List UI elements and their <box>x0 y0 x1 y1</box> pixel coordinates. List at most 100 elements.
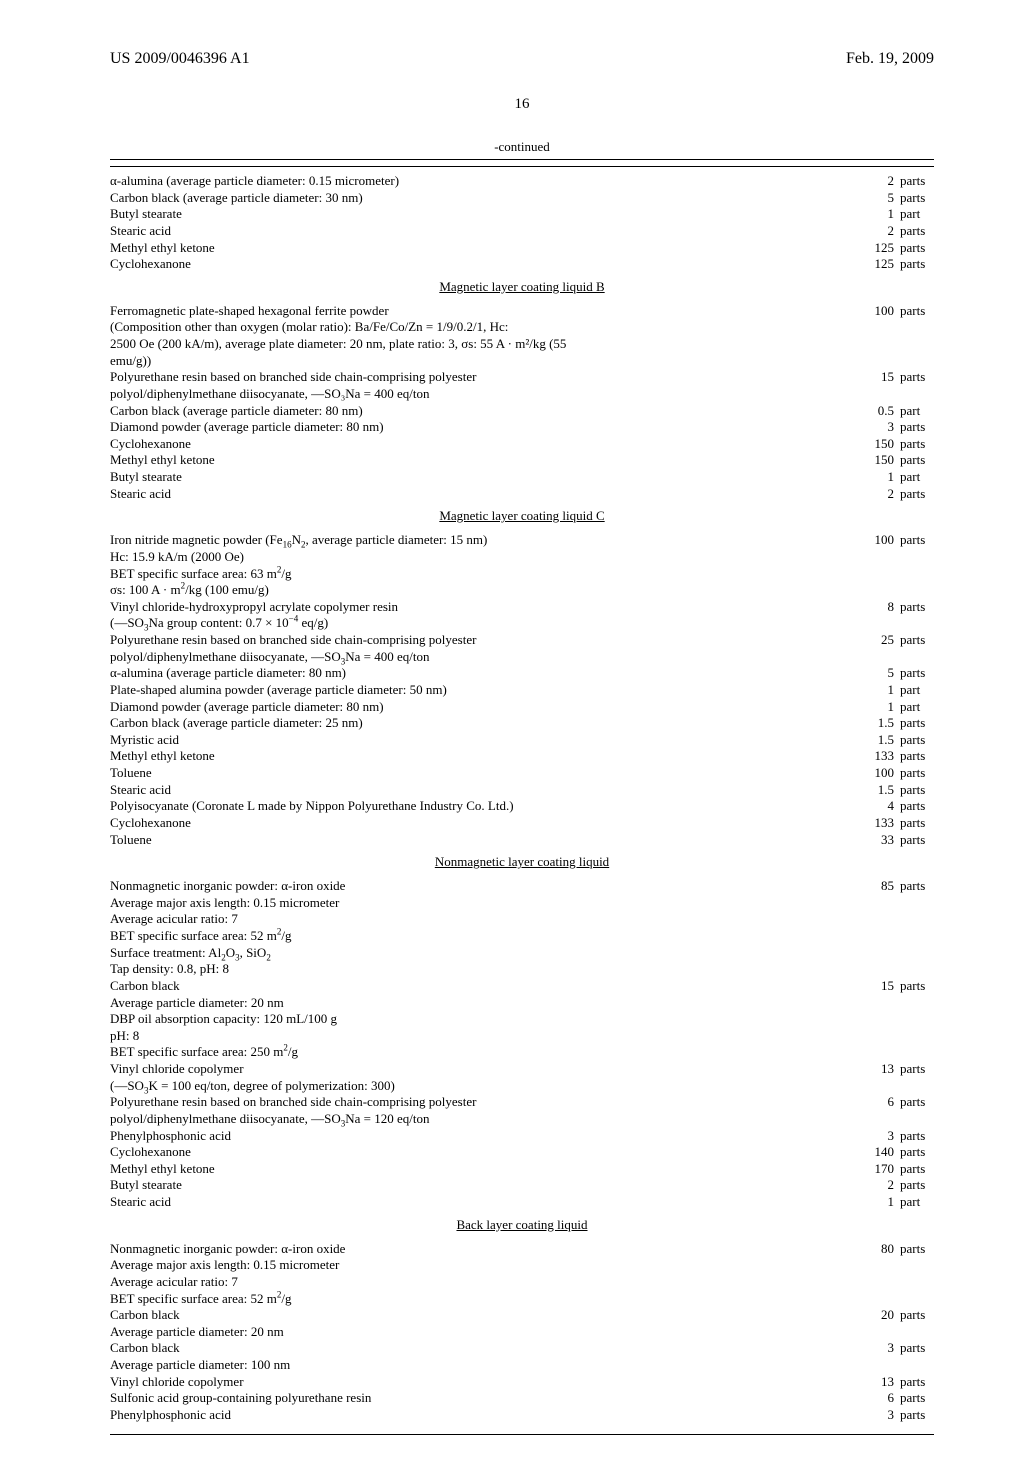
row-amount: 100parts <box>844 303 934 320</box>
row-unit: parts <box>894 240 934 257</box>
page-container: US 2009/0046396 A1 Feb. 19, 2009 16 -con… <box>0 0 1024 1475</box>
row-description: Average acicular ratio: 7 <box>110 911 934 928</box>
row-unit: parts <box>894 1390 934 1407</box>
table-row: emu/g)) <box>110 353 934 370</box>
table-row: Average acicular ratio: 7 <box>110 911 934 928</box>
row-number: 100 <box>852 532 894 549</box>
row-description: Cyclohexanone <box>110 815 844 832</box>
row-unit: parts <box>894 1340 934 1357</box>
table-row: Ferromagnetic plate-shaped hexagonal fer… <box>110 303 934 320</box>
row-description: Vinyl chloride-hydroxypropyl acrylate co… <box>110 599 844 616</box>
page-header: US 2009/0046396 A1 Feb. 19, 2009 <box>110 50 934 68</box>
table-body: α-alumina (average particle diameter: 0.… <box>110 166 934 1424</box>
continued-label: -continued <box>110 139 934 155</box>
table-row: Average particle diameter: 20 nm <box>110 995 934 1012</box>
table-row: Phenylphosphonic acid3parts <box>110 1128 934 1145</box>
row-description: Diamond powder (average particle diamete… <box>110 699 844 716</box>
section-heading: Magnetic layer coating liquid B <box>110 279 934 295</box>
row-description: σs: 100 A · m2/kg (100 emu/g) <box>110 582 934 599</box>
row-unit: parts <box>894 765 934 782</box>
row-description: DBP oil absorption capacity: 120 mL/100 … <box>110 1011 934 1028</box>
table-row: Average major axis length: 0.15 micromet… <box>110 1257 934 1274</box>
table-row: Carbon black (average particle diameter:… <box>110 190 934 207</box>
row-description: Cyclohexanone <box>110 1144 844 1161</box>
row-number: 8 <box>852 599 894 616</box>
row-description: Average major axis length: 0.15 micromet… <box>110 1257 934 1274</box>
row-unit: parts <box>894 1407 934 1424</box>
row-unit: parts <box>894 1307 934 1324</box>
row-unit: parts <box>894 1094 934 1111</box>
row-amount: 100parts <box>844 532 934 549</box>
table-row: Stearic acid2parts <box>110 223 934 240</box>
row-number: 85 <box>852 878 894 895</box>
row-unit: parts <box>894 815 934 832</box>
row-number: 125 <box>852 256 894 273</box>
row-number: 170 <box>852 1161 894 1178</box>
row-description: 2500 Oe (200 kA/m), average plate diamet… <box>110 336 934 353</box>
row-number: 20 <box>852 1307 894 1324</box>
table-row: Methyl ethyl ketone133parts <box>110 748 934 765</box>
table-row: Toluene100parts <box>110 765 934 782</box>
row-description: Butyl stearate <box>110 1177 844 1194</box>
table-row: Methyl ethyl ketone125parts <box>110 240 934 257</box>
table-row: (Composition other than oxygen (molar ra… <box>110 319 934 336</box>
table-row: Carbon black3parts <box>110 1340 934 1357</box>
row-unit: parts <box>894 798 934 815</box>
row-unit: parts <box>894 878 934 895</box>
table-row: Vinyl chloride copolymer13parts <box>110 1374 934 1391</box>
row-amount: 1.5parts <box>844 732 934 749</box>
table-row: Cyclohexanone125parts <box>110 256 934 273</box>
row-description: Average acicular ratio: 7 <box>110 1274 934 1291</box>
row-unit: parts <box>894 452 934 469</box>
row-description: polyol/diphenylmethane diisocyanate, —SO… <box>110 386 934 403</box>
row-number: 2 <box>852 173 894 190</box>
row-description: Myristic acid <box>110 732 844 749</box>
table-row: Average acicular ratio: 7 <box>110 1274 934 1291</box>
row-description: polyol/diphenylmethane diisocyanate, —SO… <box>110 1111 934 1128</box>
row-unit: part <box>894 469 934 486</box>
row-description: Butyl stearate <box>110 469 844 486</box>
row-unit: parts <box>894 632 934 649</box>
row-amount: 80parts <box>844 1241 934 1258</box>
row-number: 13 <box>852 1061 894 1078</box>
row-description: (Composition other than oxygen (molar ra… <box>110 319 934 336</box>
table-row: Plate-shaped alumina powder (average par… <box>110 682 934 699</box>
row-amount: 33parts <box>844 832 934 849</box>
row-number: 33 <box>852 832 894 849</box>
row-description: Tap density: 0.8, pH: 8 <box>110 961 934 978</box>
row-number: 2 <box>852 1177 894 1194</box>
row-unit: parts <box>894 1177 934 1194</box>
row-amount: 2parts <box>844 486 934 503</box>
table-row: Carbon black (average particle diameter:… <box>110 715 934 732</box>
row-description: Polyurethane resin based on branched sid… <box>110 369 844 386</box>
table-row: Toluene33parts <box>110 832 934 849</box>
row-description: Sulfonic acid group-containing polyureth… <box>110 1390 844 1407</box>
row-number: 133 <box>852 748 894 765</box>
table-row: DBP oil absorption capacity: 120 mL/100 … <box>110 1011 934 1028</box>
table-row: Tap density: 0.8, pH: 8 <box>110 961 934 978</box>
row-description: BET specific surface area: 63 m2/g <box>110 566 934 583</box>
row-unit: parts <box>894 190 934 207</box>
table-row: Vinyl chloride-hydroxypropyl acrylate co… <box>110 599 934 616</box>
doc-number: US 2009/0046396 A1 <box>110 50 250 68</box>
row-description: Diamond powder (average particle diamete… <box>110 419 844 436</box>
row-amount: 140parts <box>844 1144 934 1161</box>
row-number: 100 <box>852 765 894 782</box>
row-description: polyol/diphenylmethane diisocyanate, —SO… <box>110 649 934 666</box>
table-row: (—SO3Na group content: 0.7 × 10−4 eq/g) <box>110 615 934 632</box>
row-number: 3 <box>852 1340 894 1357</box>
row-number: 5 <box>852 665 894 682</box>
row-description: Carbon black (average particle diameter:… <box>110 403 844 420</box>
table-row: polyol/diphenylmethane diisocyanate, —SO… <box>110 1111 934 1128</box>
row-amount: 1part <box>844 699 934 716</box>
table-row: Polyisocyanate (Coronate L made by Nippo… <box>110 798 934 815</box>
row-amount: 4parts <box>844 798 934 815</box>
row-number: 1.5 <box>852 732 894 749</box>
row-amount: 3parts <box>844 1407 934 1424</box>
row-amount: 1part <box>844 682 934 699</box>
table-row: Cyclohexanone133parts <box>110 815 934 832</box>
section-heading: Nonmagnetic layer coating liquid <box>110 854 934 870</box>
row-amount: 150parts <box>844 452 934 469</box>
row-unit: parts <box>894 1061 934 1078</box>
row-amount: 170parts <box>844 1161 934 1178</box>
